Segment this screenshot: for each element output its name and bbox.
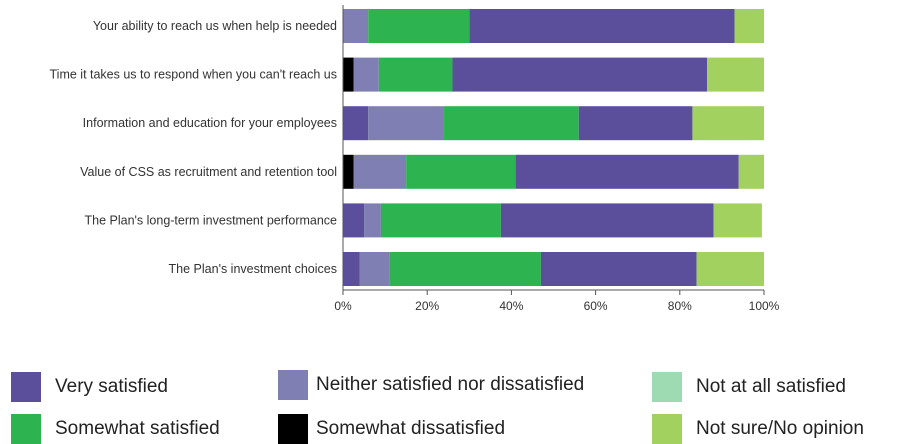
bar-segment [368,9,470,43]
legend-swatch-not-at-all-satisfied [652,372,682,402]
category-label: The Plan's long-term investment performa… [85,213,338,227]
x-tick-label: 60% [584,299,608,313]
x-tick-label: 0% [334,299,352,313]
legend-swatch-somewhat-satisfied [11,414,41,444]
legend-swatch-very-satisfied [11,372,41,402]
x-tick-label: 100% [749,299,780,313]
bar-segment [469,9,735,43]
bar-segment [343,106,369,141]
bar-segment [364,203,381,238]
legend-item-not-at-all-satisfied: Not at all satisfied [652,372,846,402]
bar-segment [378,57,453,92]
bar-segment [380,203,501,238]
bar-segment [406,154,516,189]
bar-segment [452,57,708,92]
legend-label: Somewhat satisfied [55,418,220,439]
bar-segment [578,106,693,141]
bar-segment [343,203,365,238]
bar-segment [343,154,354,189]
bar-segment [713,203,762,238]
category-label: Your ability to reach us when help is ne… [93,19,337,33]
category-label: The Plan's investment choices [169,262,337,276]
bar-segment [500,203,714,238]
bar-segment [515,154,739,189]
bar-segment [734,9,764,43]
legend-label: Neither satisfied nor dissatisfied [316,374,585,395]
legend-label: Not sure/No opinion [696,418,864,439]
bar-segment [707,57,764,92]
bar-segment [738,154,764,189]
bar-segment [343,57,354,92]
legend-swatch-somewhat-dissatisfied [278,414,308,444]
bar-segment [444,106,579,141]
x-tick-label: 40% [499,299,523,313]
legend-item-very-satisfied: Very satisfied [11,372,168,402]
bar-segment [696,252,764,286]
bar-segment [343,252,360,286]
bar-segment [368,106,445,141]
bar-segment [692,106,764,141]
legend-item-not-sure: Not sure/No opinion [652,414,864,444]
legend-label: Somewhat dissatisfied [316,418,506,439]
category-label: Information and education for your emplo… [83,116,337,130]
x-tick-label: 20% [415,299,439,313]
bar-segment [353,154,407,189]
legend-label: Not at all satisfied [696,376,846,397]
bar-segment [359,252,390,286]
x-tick-label: 80% [668,299,692,313]
stacked-bar-chart: Your ability to reach us when help is ne… [50,5,780,313]
legend-swatch-neither [278,370,308,400]
bar-segment [540,252,697,286]
bar-segment [353,57,379,92]
category-label: Value of CSS as recruitment and retentio… [80,165,337,179]
legend-item-somewhat-dissatisfied: Somewhat dissatisfied [278,414,505,444]
bar-segment [389,252,541,286]
category-label: Time it takes us to respond when you can… [50,68,338,82]
legend-item-somewhat-satisfied: Somewhat satisfied [11,414,220,444]
legend-label: Very satisfied [55,376,168,397]
bar-segment [343,9,369,43]
legend-item-neither: Neither satisfied nor dissatisfied [278,370,584,400]
legend-swatch-not-sure [652,414,682,444]
